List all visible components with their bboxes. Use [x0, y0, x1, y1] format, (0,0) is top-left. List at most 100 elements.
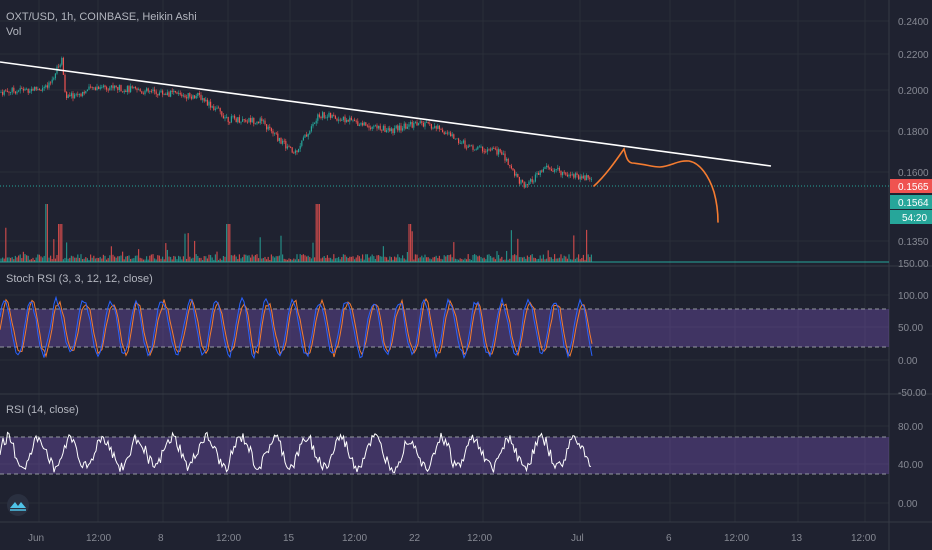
candle-body	[232, 115, 234, 117]
volume-bar	[91, 257, 93, 262]
volume-bar	[2, 257, 4, 262]
volume-bar	[456, 259, 458, 262]
volume-bar	[290, 259, 292, 262]
candle-body	[147, 88, 149, 92]
candle-body	[416, 122, 418, 126]
candle-body	[560, 170, 562, 176]
candle-body	[482, 146, 484, 152]
candle-body	[506, 158, 508, 161]
candle-body	[590, 179, 592, 180]
candle-body	[542, 168, 544, 172]
volume-bar	[120, 255, 122, 262]
candle-body	[456, 138, 458, 140]
stoch-rsi-axis[interactable]: 100.00 50.00 0.00 -50.00	[898, 291, 929, 399]
volume-bar	[40, 256, 42, 262]
volume-bar	[187, 233, 189, 262]
candle-body	[262, 120, 264, 122]
volume-bar	[515, 255, 517, 262]
volume-bar	[518, 257, 520, 262]
candle-body	[258, 121, 260, 124]
candle-body	[469, 145, 471, 147]
volume-bar	[171, 259, 173, 262]
rsi-axis[interactable]: 80.00 40.00 0.00	[898, 422, 923, 510]
volume-bar	[230, 255, 232, 262]
volume-bar	[544, 259, 546, 262]
volume-bar	[38, 254, 40, 262]
volume-bar	[299, 254, 301, 262]
rsi-tick: 80.00	[898, 422, 923, 433]
stoch-rsi-title[interactable]: Stoch RSI (3, 3, 12, 12, close)	[6, 273, 153, 285]
volume-bar	[394, 256, 396, 262]
volume-bar	[459, 258, 461, 262]
volume-bar	[333, 254, 335, 262]
volume-bar	[141, 258, 143, 262]
candle-body	[331, 114, 333, 118]
candle-body	[288, 146, 290, 148]
candle-body	[59, 64, 61, 67]
time-label: 22	[409, 533, 421, 544]
volume-bar	[280, 235, 282, 262]
volume-bar	[224, 256, 226, 262]
volume-bar	[3, 258, 5, 262]
candle-body	[566, 174, 568, 177]
volume-bar	[5, 227, 7, 262]
candle-body	[330, 112, 332, 118]
candle-body	[42, 88, 44, 91]
tradingview-logo-icon[interactable]	[7, 494, 29, 516]
current-price-tag	[890, 179, 932, 193]
volume-bar	[490, 255, 492, 262]
volume-label[interactable]: Vol	[6, 26, 21, 38]
volume-bar	[302, 254, 304, 262]
candle-body	[318, 114, 320, 117]
candle-body	[78, 93, 80, 95]
volume-bar	[526, 255, 528, 262]
candle-body	[224, 117, 226, 119]
grid	[0, 0, 889, 522]
volume-bar	[240, 258, 242, 262]
symbol-title[interactable]: OXT/USD, 1h, COINBASE, Heikin Ashi	[6, 11, 197, 23]
candle-body	[139, 89, 141, 92]
candle-body	[325, 117, 327, 119]
candle-body	[576, 173, 578, 176]
volume-bar	[106, 259, 108, 262]
volume-bar	[22, 251, 24, 262]
volume-bar	[146, 256, 148, 262]
time-axis[interactable]: Jun 12:00 8 12:00 15 12:00 22 12:00 26 J…	[28, 533, 876, 544]
price-tick: 150.00	[898, 259, 929, 270]
volume-bar	[72, 256, 74, 262]
volume-bar	[360, 258, 362, 262]
candle-body	[110, 85, 112, 88]
volume-bar	[222, 255, 224, 262]
candle-body	[270, 128, 272, 132]
candle-body	[165, 94, 167, 96]
candle-body	[454, 138, 456, 140]
candle-body	[411, 121, 413, 128]
candle-body	[368, 125, 370, 128]
rsi-title[interactable]: RSI (14, close)	[6, 404, 79, 416]
volume-bar	[320, 258, 322, 262]
volume-bar	[531, 254, 533, 262]
candle-body	[211, 106, 213, 108]
volume-bar	[317, 204, 319, 262]
candle-body	[373, 126, 375, 128]
candle-body	[299, 145, 301, 149]
forecast-drawing[interactable]	[593, 147, 719, 223]
volume-bar	[475, 255, 477, 262]
candle-body	[162, 90, 164, 95]
candle-body	[435, 126, 437, 129]
trendline[interactable]	[0, 61, 772, 167]
volume-bar	[354, 259, 356, 262]
volume-bar	[334, 258, 336, 262]
price-axis[interactable]: 0.2400 0.2200 0.2000 0.1800 0.1600 0.135…	[898, 17, 929, 270]
volume-bar	[46, 204, 48, 262]
candle-body	[450, 132, 452, 137]
volume-bar	[301, 255, 303, 262]
candle-body	[480, 146, 482, 148]
volume-bar	[203, 256, 205, 262]
candle-body	[88, 86, 90, 90]
volume-bar	[218, 259, 220, 262]
volume-bar	[555, 258, 557, 262]
volume-bar	[35, 257, 37, 262]
candle-body	[466, 147, 468, 149]
